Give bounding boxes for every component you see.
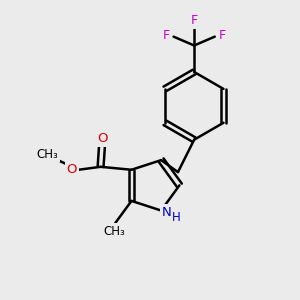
Text: O: O: [67, 163, 77, 176]
Text: O: O: [97, 132, 107, 145]
Text: F: F: [163, 29, 170, 42]
Text: H: H: [172, 211, 180, 224]
Text: F: F: [190, 14, 198, 27]
Text: CH₃: CH₃: [103, 225, 125, 238]
Text: F: F: [219, 29, 226, 42]
Text: CH₃: CH₃: [36, 148, 58, 161]
Text: N: N: [162, 206, 171, 218]
